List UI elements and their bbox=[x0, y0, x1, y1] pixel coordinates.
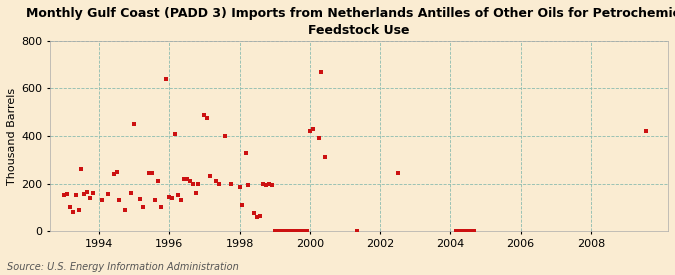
Point bbox=[205, 174, 216, 179]
Point bbox=[111, 169, 122, 174]
Point bbox=[114, 198, 125, 202]
Point bbox=[85, 196, 96, 200]
Point bbox=[456, 229, 467, 233]
Point bbox=[179, 177, 190, 181]
Point bbox=[304, 129, 315, 133]
Point bbox=[296, 229, 306, 233]
Point bbox=[319, 155, 330, 160]
Point bbox=[302, 229, 313, 233]
Point bbox=[161, 77, 172, 81]
Point bbox=[65, 205, 76, 210]
Point bbox=[275, 229, 286, 233]
Point bbox=[219, 134, 230, 138]
Point bbox=[76, 167, 87, 172]
Point bbox=[451, 229, 462, 233]
Point bbox=[79, 192, 90, 197]
Point bbox=[263, 182, 274, 186]
Point bbox=[68, 210, 78, 214]
Point bbox=[261, 183, 271, 187]
Point bbox=[120, 208, 131, 212]
Point bbox=[170, 131, 181, 136]
Point bbox=[173, 193, 184, 198]
Point bbox=[293, 229, 304, 233]
Point bbox=[454, 229, 464, 233]
Point bbox=[188, 182, 198, 186]
Point bbox=[307, 127, 318, 131]
Point bbox=[144, 171, 155, 175]
Point bbox=[460, 229, 470, 233]
Title: Monthly Gulf Coast (PADD 3) Imports from Netherlands Antilles of Other Oils for : Monthly Gulf Coast (PADD 3) Imports from… bbox=[26, 7, 675, 37]
Point bbox=[70, 193, 81, 198]
Point bbox=[281, 229, 292, 233]
Point bbox=[61, 192, 72, 197]
Point bbox=[126, 191, 137, 195]
Point bbox=[237, 203, 248, 207]
Point bbox=[254, 213, 265, 218]
Point bbox=[129, 122, 140, 126]
Text: Source: U.S. Energy Information Administration: Source: U.S. Energy Information Administ… bbox=[7, 262, 238, 272]
Point bbox=[272, 229, 283, 233]
Point bbox=[284, 229, 295, 233]
Point bbox=[153, 179, 163, 183]
Point bbox=[225, 182, 236, 186]
Point bbox=[97, 198, 107, 202]
Point bbox=[641, 129, 651, 133]
Point bbox=[392, 171, 403, 175]
Point bbox=[164, 194, 175, 199]
Point bbox=[109, 172, 119, 176]
Point bbox=[214, 182, 225, 186]
Point bbox=[243, 183, 254, 187]
Point bbox=[287, 229, 298, 233]
Point bbox=[462, 229, 473, 233]
Point bbox=[240, 150, 251, 155]
Point bbox=[59, 193, 70, 198]
Point bbox=[313, 136, 324, 141]
Point bbox=[290, 229, 300, 233]
Point bbox=[190, 191, 201, 195]
Point bbox=[252, 215, 263, 219]
Point bbox=[267, 183, 277, 187]
Point bbox=[176, 198, 186, 202]
Point bbox=[182, 177, 192, 181]
Point bbox=[103, 192, 113, 197]
Point bbox=[82, 190, 93, 194]
Point bbox=[278, 229, 289, 233]
Point bbox=[135, 197, 146, 201]
Point bbox=[146, 171, 157, 175]
Point bbox=[465, 229, 476, 233]
Point bbox=[298, 229, 309, 233]
Point bbox=[193, 182, 204, 186]
Point bbox=[249, 211, 260, 216]
Point bbox=[88, 191, 99, 195]
Point bbox=[202, 116, 213, 120]
Point bbox=[138, 205, 148, 210]
Point bbox=[155, 205, 166, 210]
Point bbox=[184, 179, 195, 183]
Point bbox=[258, 182, 269, 186]
Point bbox=[74, 208, 84, 212]
Point bbox=[351, 229, 362, 233]
Point bbox=[269, 229, 280, 233]
Point bbox=[149, 198, 160, 202]
Point bbox=[234, 185, 245, 189]
Point bbox=[211, 179, 221, 183]
Point bbox=[167, 196, 178, 200]
Point bbox=[316, 70, 327, 74]
Point bbox=[199, 112, 210, 117]
Point bbox=[468, 229, 479, 233]
Y-axis label: Thousand Barrels: Thousand Barrels bbox=[7, 87, 17, 185]
